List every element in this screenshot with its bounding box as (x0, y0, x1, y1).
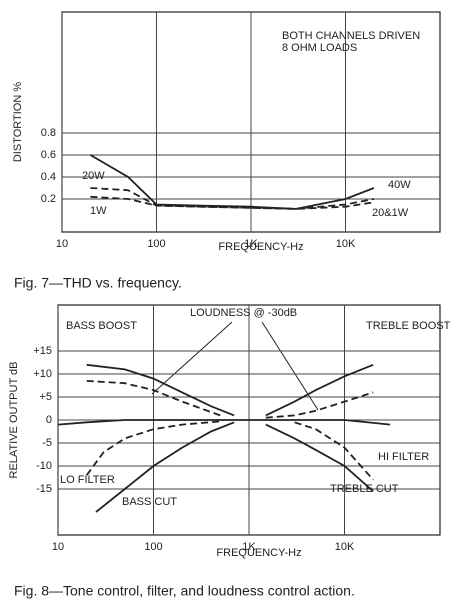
series-label: 20W (82, 170, 105, 182)
line (265, 391, 374, 419)
x-tick-label: 10 (56, 238, 68, 250)
line (57, 419, 391, 426)
annotation: 20&1W (372, 207, 409, 219)
y-axis-label: RELATIVE OUTPUT dB (8, 362, 20, 479)
x-tick-label: 10 (52, 541, 64, 553)
line (85, 420, 221, 476)
arrow (151, 321, 233, 395)
line (95, 421, 235, 513)
x-axis-label: FREQUENCY-Hz (216, 547, 301, 559)
y-tick-label: 0 (46, 414, 52, 426)
caption: Fig. 7—THD vs. frequency. (14, 275, 182, 291)
series-label: TREBLE BOOST (366, 320, 451, 332)
y-tick-label: -5 (42, 437, 52, 449)
series-label: TREBLE CUT (330, 483, 399, 495)
caption: Fig. 8—Tone control, filter, and loudnes… (14, 583, 355, 599)
annotation: BOTH CHANNELS DRIVEN (282, 30, 420, 42)
line (294, 421, 374, 481)
x-tick-label: 1K (244, 238, 258, 250)
series-label: LO FILTER (60, 474, 115, 486)
x-tick-label: 100 (147, 238, 165, 250)
y-tick-label: +10 (33, 368, 52, 380)
y-tick-label: 0.2 (41, 193, 56, 205)
line (265, 423, 374, 492)
series-label: 1W (90, 205, 107, 217)
series-label: HI FILTER (378, 451, 429, 463)
x-tick-label: 10K (336, 238, 356, 250)
series-label: BASS BOOST (66, 320, 137, 332)
series-label: 40W (388, 179, 411, 191)
line (86, 363, 235, 417)
line (265, 363, 374, 417)
line (90, 195, 375, 210)
line (86, 380, 221, 417)
line (89, 154, 375, 210)
series-label: BASS CUT (122, 496, 177, 508)
y-tick-label: +15 (33, 345, 52, 357)
x-tick-label: 10K (335, 541, 355, 553)
arrow (261, 321, 319, 411)
y-tick-label: 0.6 (41, 149, 56, 161)
y-tick-label: -15 (36, 483, 52, 495)
y-tick-label: -10 (36, 460, 52, 472)
annotation: LOUDNESS @ -30dB (190, 307, 297, 319)
y-tick-label: 0.8 (41, 127, 56, 139)
y-tick-label: +5 (39, 391, 52, 403)
x-axis-label: FREQUENCY-Hz (218, 241, 303, 253)
y-axis-label: DISTORTION % (12, 82, 24, 162)
annotation: 8 OHM LOADS (282, 42, 357, 54)
x-tick-label: 100 (144, 541, 162, 553)
x-tick-label: 1K (242, 541, 256, 553)
y-tick-label: 0.4 (41, 171, 56, 183)
